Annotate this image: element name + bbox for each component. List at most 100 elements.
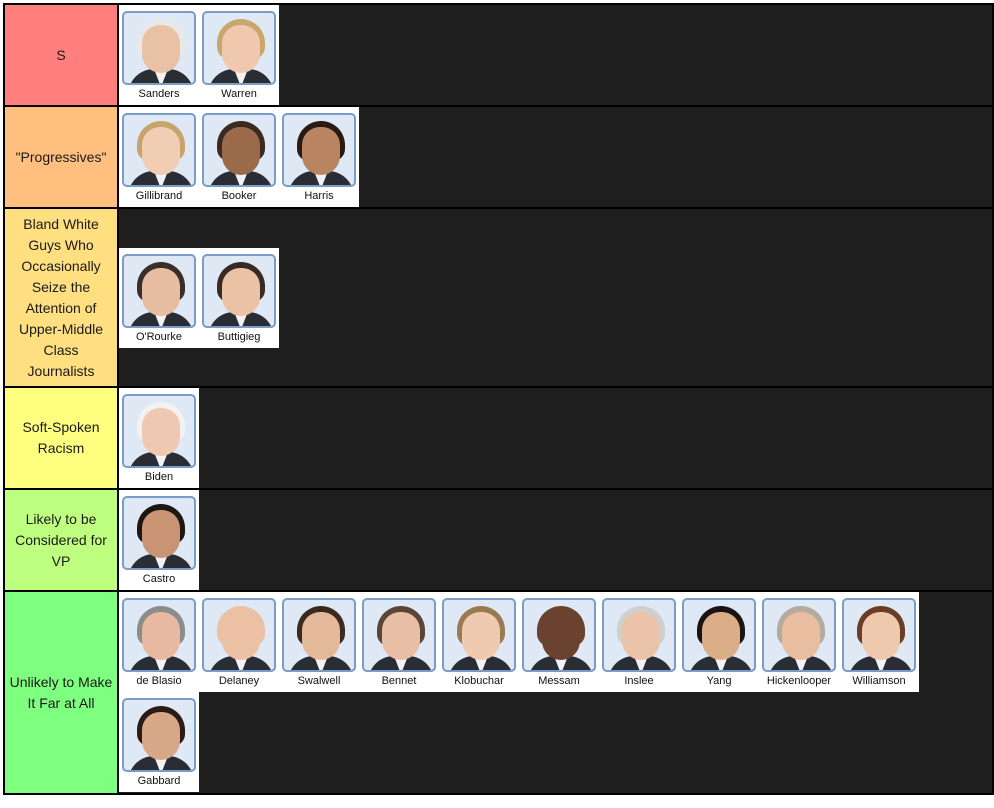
tier-label-text: Unlikely to Make It Far at All xyxy=(9,673,113,711)
tier-list-board: S Sanders Warren "Progressives" Gillibran… xyxy=(3,3,994,795)
candidate-name: Hickenlooper xyxy=(766,675,832,687)
candidate-portrait xyxy=(202,598,276,672)
candidate-portrait xyxy=(122,598,196,672)
candidate-name: Buttigieg xyxy=(217,330,261,343)
portrait-face xyxy=(142,712,180,760)
tier-label-unlikely[interactable]: Unlikely to Make It Far at All xyxy=(5,592,117,793)
candidate-portrait xyxy=(122,11,196,85)
candidate-name: Sanders xyxy=(138,88,180,100)
portrait-face xyxy=(222,612,260,660)
tier-items-progressives[interactable]: Gillibrand Booker Harris xyxy=(119,107,992,207)
candidate-card[interactable]: Delaney xyxy=(199,592,279,692)
candidate-card[interactable]: Messam xyxy=(519,592,599,692)
portrait-face xyxy=(862,612,900,660)
candidate-portrait xyxy=(122,698,196,772)
candidate-card[interactable]: Gillibrand xyxy=(119,107,199,207)
candidate-card[interactable]: Yang xyxy=(679,592,759,692)
candidate-name: Harris xyxy=(304,190,334,202)
candidate-card[interactable]: Klobuchar xyxy=(439,592,519,692)
tier-row-progressives: "Progressives" Gillibrand Booker Harris xyxy=(5,107,992,207)
candidate-name: Castro xyxy=(142,573,176,585)
candidate-portrait xyxy=(682,598,756,672)
tier-label-s[interactable]: S xyxy=(5,5,117,105)
candidate-card[interactable]: O'Rourke xyxy=(119,247,199,348)
candidate-name: Biden xyxy=(144,471,174,483)
portrait-face xyxy=(222,127,260,175)
candidate-portrait xyxy=(202,113,276,187)
candidate-name: Klobuchar xyxy=(454,675,504,687)
candidate-portrait xyxy=(202,253,276,328)
portrait-face xyxy=(142,127,180,175)
portrait-face xyxy=(382,612,420,660)
tier-label-text: Likely to be Considered for VP xyxy=(15,510,107,569)
portrait-face xyxy=(142,408,180,456)
candidate-portrait xyxy=(602,598,676,672)
candidate-name: O'Rourke xyxy=(135,330,183,343)
candidate-portrait xyxy=(122,394,196,468)
tier-items-likely-vp[interactable]: Castro xyxy=(119,490,992,590)
tier-label-progressives[interactable]: "Progressives" xyxy=(5,107,117,207)
candidate-card[interactable]: Sanders xyxy=(119,5,199,105)
portrait-face xyxy=(622,612,660,660)
candidate-card[interactable]: Williamson xyxy=(839,592,919,692)
candidate-portrait xyxy=(442,598,516,672)
candidate-name: Yang xyxy=(706,675,732,687)
candidate-card[interactable]: Bennet xyxy=(359,592,439,692)
tier-label-text: S xyxy=(56,46,66,63)
candidate-portrait xyxy=(282,598,356,672)
tier-label-soft-spoken-racism[interactable]: Soft-Spoken Racism xyxy=(5,388,117,488)
portrait-face xyxy=(142,612,180,660)
tier-label-text: Bland White Guys Who Occasionally Seize … xyxy=(18,215,104,379)
portrait-face xyxy=(302,127,340,175)
candidate-name: de Blasio xyxy=(136,675,182,687)
candidate-name: Messam xyxy=(538,675,580,687)
candidate-portrait xyxy=(522,598,596,672)
candidate-name: Inslee xyxy=(624,675,654,687)
tier-label-bland-white-guys[interactable]: Bland White Guys Who Occasionally Seize … xyxy=(5,209,117,386)
candidate-name: Williamson xyxy=(852,675,906,687)
candidate-portrait xyxy=(362,598,436,672)
candidate-card[interactable]: Inslee xyxy=(599,592,679,692)
portrait-face xyxy=(222,25,260,73)
candidate-portrait xyxy=(122,496,196,570)
candidate-portrait xyxy=(202,11,276,85)
portrait-face xyxy=(702,612,740,660)
candidate-card[interactable]: Warren xyxy=(199,5,279,105)
candidate-name: Gabbard xyxy=(137,775,181,787)
candidate-card[interactable]: Gabbard xyxy=(119,692,199,792)
candidate-portrait xyxy=(762,598,836,672)
candidate-card[interactable]: Buttigieg xyxy=(199,247,279,348)
tier-row-soft-spoken-racism: Soft-Spoken Racism Biden xyxy=(5,388,992,488)
candidate-card[interactable]: Castro xyxy=(119,490,199,590)
portrait-face xyxy=(142,267,180,316)
candidate-card[interactable]: Booker xyxy=(199,107,279,207)
candidate-card[interactable]: de Blasio xyxy=(119,592,199,692)
candidate-card[interactable]: Harris xyxy=(279,107,359,207)
candidate-portrait xyxy=(282,113,356,187)
tier-row-s: S Sanders Warren xyxy=(5,5,992,105)
tier-row-bland-white-guys: Bland White Guys Who Occasionally Seize … xyxy=(5,209,992,386)
portrait-face xyxy=(142,510,180,558)
tier-items-bland-white-guys[interactable]: O'Rourke Buttigieg xyxy=(119,209,992,386)
tier-row-unlikely: Unlikely to Make It Far at All de Blasio… xyxy=(5,592,992,793)
tier-row-likely-vp: Likely to be Considered for VP Castro xyxy=(5,490,992,590)
candidate-card[interactable]: Biden xyxy=(119,388,199,488)
portrait-face xyxy=(542,612,580,660)
tier-items-soft-spoken-racism[interactable]: Biden xyxy=(119,388,992,488)
tier-label-likely-vp[interactable]: Likely to be Considered for VP xyxy=(5,490,117,590)
tier-label-text: "Progressives" xyxy=(15,148,107,165)
candidate-portrait xyxy=(122,253,196,328)
candidate-card[interactable]: Swalwell xyxy=(279,592,359,692)
candidate-portrait xyxy=(122,113,196,187)
candidate-name: Booker xyxy=(221,190,257,202)
portrait-face xyxy=(302,612,340,660)
candidate-name: Swalwell xyxy=(297,675,341,687)
portrait-face xyxy=(222,267,260,316)
candidate-card[interactable]: Hickenlooper xyxy=(759,592,839,692)
portrait-face xyxy=(142,25,180,73)
tier-items-s[interactable]: Sanders Warren xyxy=(119,5,992,105)
candidate-name: Gillibrand xyxy=(135,190,183,202)
tier-items-unlikely[interactable]: de Blasio Delaney Swalwell Bennet Klobuchar M… xyxy=(119,592,992,793)
candidate-name: Bennet xyxy=(381,675,417,687)
portrait-face xyxy=(782,612,820,660)
